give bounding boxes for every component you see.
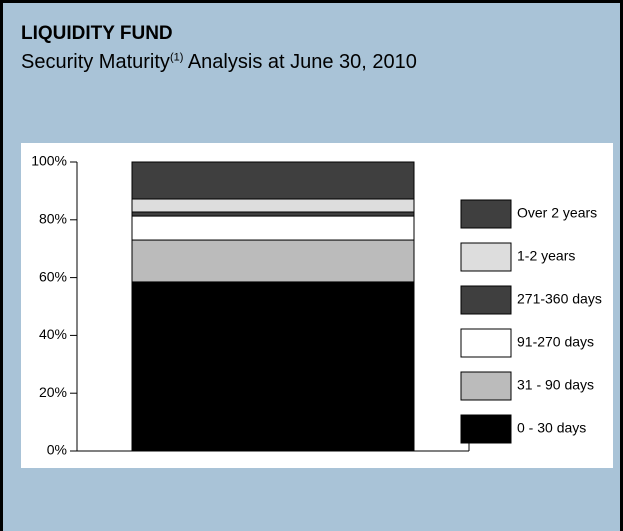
legend-label: Over 2 years [517, 205, 597, 221]
y-tick-label: 60% [39, 268, 67, 284]
legend-swatch [460, 242, 512, 272]
y-tick-label: 0% [47, 442, 67, 458]
subtitle-text: Security Maturity [21, 51, 170, 73]
chart-title: LIQUIDITY FUND [21, 23, 173, 44]
legend-label: 1-2 years [517, 248, 575, 264]
legend-swatch [460, 285, 512, 315]
bar-segment [131, 198, 415, 213]
y-tick-label: 100% [31, 153, 67, 169]
bar-segment [131, 161, 415, 200]
bar-segment [131, 211, 415, 217]
legend-swatch [460, 414, 512, 444]
y-tick-label: 40% [39, 326, 67, 342]
chart: 0% 20% 40% 60% 80% 100% 0 - 30 days 31 - 90 day… [31, 153, 602, 458]
legend-label: 31 - 90 days [517, 377, 594, 393]
bar-segment [131, 215, 415, 241]
subtitle-superscript: (1) [169, 51, 184, 64]
chart-subtitle: Security Maturity(1) Analysis at June 30… [21, 51, 417, 74]
bar-segment [131, 239, 415, 283]
y-tick-label: 80% [39, 211, 67, 227]
bar-segment [131, 281, 415, 452]
plot-area: 0% 20% 40% 60% 80% 100% 0 - 30 days 31 - 90 day… [21, 143, 613, 468]
legend-label: 91-270 days [517, 334, 594, 350]
legend-swatch [460, 199, 512, 229]
legend-swatch [460, 371, 512, 401]
legend-label: 271-360 days [517, 291, 602, 307]
legend-label: 0 - 30 days [517, 420, 586, 436]
subtitle-rest: Analysis at June 30, 2010 [187, 51, 417, 73]
y-tick-label: 20% [39, 384, 67, 400]
legend-swatch [460, 328, 512, 358]
